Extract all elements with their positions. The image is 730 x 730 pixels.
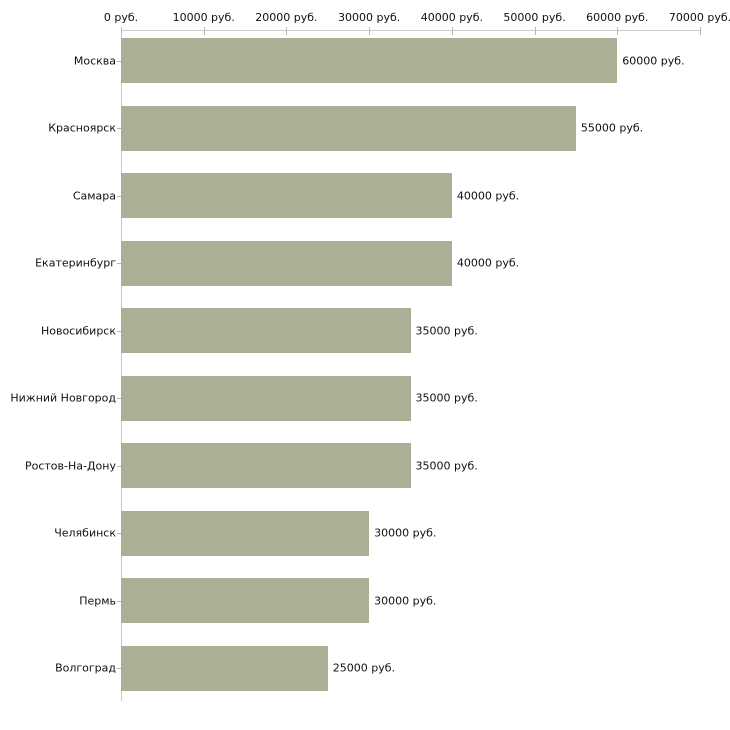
x-axis-line [121,30,700,31]
x-axis-tick-label: 40000 руб. [420,11,483,24]
x-axis-tick [534,27,536,35]
value-label: 60000 руб. [622,54,685,67]
category-label: Пермь [79,594,116,607]
y-axis-tick [117,600,121,602]
y-axis-tick [117,128,121,129]
y-axis-tick [117,263,121,264]
value-label: 40000 руб. [456,189,520,202]
x-axis-tick-label: 30000 руб. [338,11,401,24]
bar [121,645,328,691]
bar [121,578,370,623]
category-label: Челябинск [54,526,116,540]
y-axis-tick [117,465,121,467]
category-label: Нижний Новгород [10,391,116,405]
category-label: Красноярск [48,121,116,135]
x-axis-tick-label: 20000 руб. [255,11,318,24]
x-axis-tick [121,27,122,35]
value-label: 55000 руб. [580,121,644,135]
value-label: 40000 руб. [456,256,520,270]
value-label: 35000 руб. [415,459,478,472]
x-axis-tick-label: 70000 руб. [668,11,730,24]
x-axis-tick [286,27,288,35]
value-label: 30000 руб. [374,526,437,540]
bar [121,308,411,353]
category-label: Екатеринбург [35,256,116,270]
y-axis-tick [117,533,121,534]
x-axis-tick [203,27,205,35]
value-label: 25000 руб. [332,661,396,675]
y-axis-tick [117,398,121,399]
x-axis-tick [617,27,619,35]
y-axis-tick [117,195,121,197]
x-axis-tick [700,27,701,35]
bar [121,375,411,421]
category-label: Волгоград [55,661,116,675]
category-label: Новосибирск [40,324,116,337]
category-label: Самара [72,189,116,202]
category-label: Ростов-На-Дону [24,459,116,472]
bar [121,105,576,151]
bar [121,240,452,286]
y-axis-tick [117,330,121,332]
x-axis-tick-label: 0 руб. [103,11,139,24]
x-axis-tick-label: 10000 руб. [172,11,235,24]
bar [121,443,411,488]
category-label: Москва [73,54,116,67]
bar [121,510,370,556]
x-axis-tick [451,27,453,35]
value-label: 35000 руб. [415,391,478,405]
x-axis-tick [369,27,371,35]
x-axis-tick-label: 60000 руб. [586,11,649,24]
value-label: 30000 руб. [374,594,437,607]
bar [121,173,452,218]
value-label: 35000 руб. [415,324,478,337]
y-axis-tick [117,668,121,669]
bar [121,38,618,83]
y-axis-tick [117,60,121,62]
y-axis-line [121,28,122,701]
x-axis-tick-label: 50000 руб. [503,11,566,24]
